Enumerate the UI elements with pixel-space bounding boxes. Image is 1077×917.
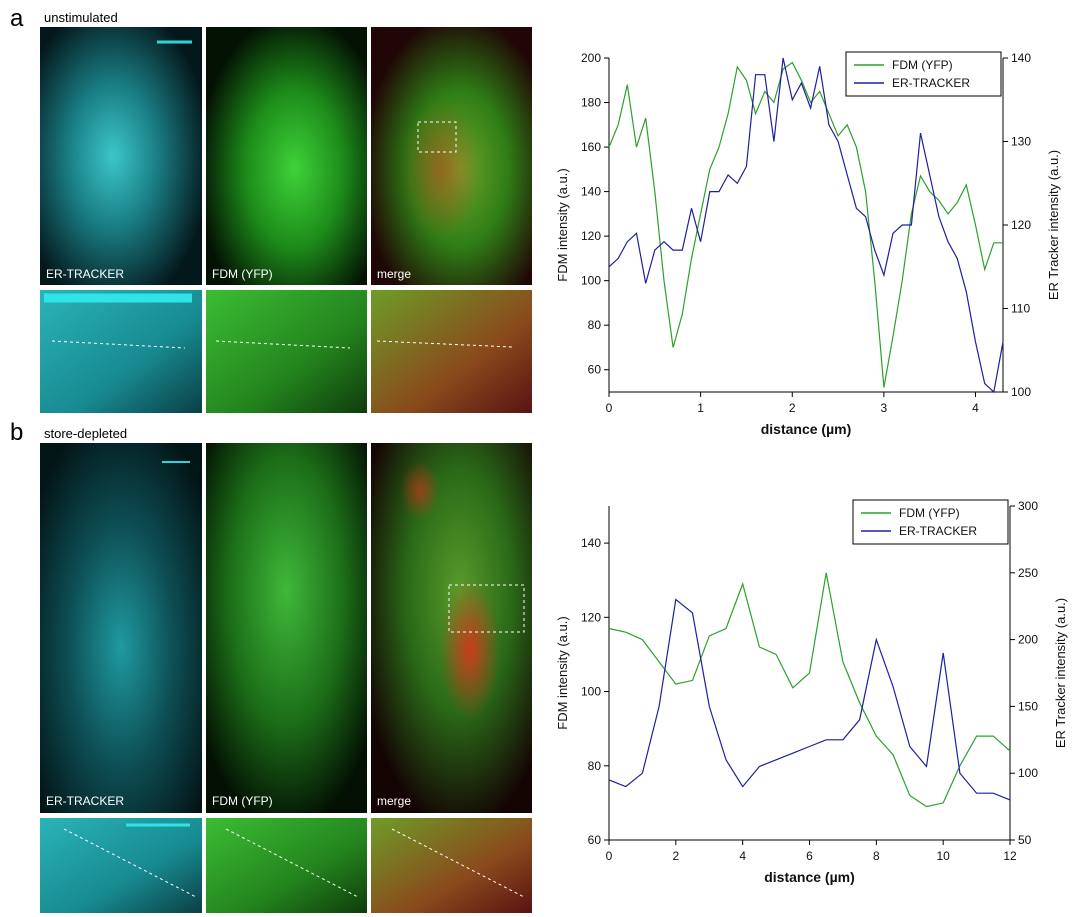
panel-letter: a [10,5,24,32]
micrograph-zoom [206,818,367,913]
y-tick-label: 60 [588,363,602,377]
x-tick-label: 0 [606,849,613,863]
image-label: ER-TRACKER [46,267,124,281]
image-label: FDM (YFP) [212,794,273,808]
y2-tick-label: 140 [1011,51,1031,65]
y-tick-label: 80 [588,759,602,773]
y-tick-label: 100 [581,274,601,288]
y2-tick-label: 100 [1018,766,1038,780]
image-label: ER-TRACKER [46,794,124,808]
signal [440,580,500,720]
y2-tick-label: 120 [1011,218,1031,232]
signal [400,460,440,520]
image-label: FDM (YFP) [212,267,273,281]
profile-line [215,340,351,349]
y-tick-label: 140 [581,185,601,199]
y2-tick-label: 300 [1018,499,1038,513]
micrograph-zoom [40,818,202,913]
zoom-box [448,584,525,633]
micrograph-zoom [40,290,202,413]
x-tick-label: 12 [1003,849,1017,863]
y2-tick-label: 100 [1011,385,1031,399]
x-tick-label: 8 [873,849,880,863]
y-tick-label: 200 [581,51,601,65]
legend-label: FDM (YFP) [892,58,953,72]
signal [400,100,480,240]
zoom-box [417,121,457,153]
profile-line [51,340,186,349]
y-tick-label: 120 [581,229,601,243]
y2-axis-label: ER Tracker intensity (a.u.) [1053,598,1068,748]
data-line [608,572,1011,808]
x-tick-label: 2 [789,401,796,415]
y-axis-label: FDM intensity (a.u.) [555,168,570,281]
x-tick-label: 3 [881,401,888,415]
image-label: merge [377,794,411,808]
legend-label: FDM (YFP) [899,506,960,520]
panel-letter: b [10,419,23,446]
x-tick-label: 6 [806,849,813,863]
y-tick-label: 60 [588,833,602,847]
micrograph-zoom [371,818,532,913]
data-line [608,61,1003,388]
legend-box [852,499,1009,545]
legend-label: ER-TRACKER [892,76,970,90]
y-tick-label: 180 [581,96,601,110]
panel-condition: unstimulated [44,10,118,25]
legend-box [845,51,1002,97]
data-line [608,57,1004,394]
y-tick-label: 80 [588,318,602,332]
micrograph [206,443,367,813]
y-tick-label: 160 [581,140,601,154]
x-tick-label: 10 [936,849,950,863]
y2-tick-label: 250 [1018,566,1038,580]
y2-tick-label: 110 [1011,302,1030,316]
panel-condition: store-depleted [44,426,127,441]
legend-label: ER-TRACKER [899,524,977,538]
micrograph-zoom [206,290,367,413]
data-line [608,598,1011,801]
micrograph [206,27,367,285]
y-tick-label: 100 [581,685,601,699]
x-tick-label: 4 [972,401,979,415]
x-tick-label: 2 [672,849,679,863]
y-tick-label: 140 [581,536,601,550]
y2-tick-label: 130 [1011,135,1031,149]
x-axis-label: distance (µm) [761,421,852,437]
micrograph-zoom [371,290,532,413]
profile-line [376,340,513,348]
y2-tick-label: 200 [1018,633,1038,647]
profile-line [63,828,197,898]
image-label: merge [377,267,411,281]
x-axis-label: distance (µm) [764,869,855,885]
y2-tick-label: 50 [1018,833,1032,847]
profile-line [225,828,359,898]
y2-axis-label: ER Tracker intensity (a.u.) [1046,150,1061,300]
profile-line [391,828,525,898]
x-tick-label: 0 [606,401,613,415]
x-tick-label: 4 [739,849,746,863]
y2-tick-label: 150 [1018,699,1038,713]
micrograph [40,443,202,813]
x-tick-label: 1 [697,401,704,415]
y-tick-label: 120 [581,610,601,624]
micrograph [40,27,202,285]
y-axis-label: FDM intensity (a.u.) [555,616,570,729]
